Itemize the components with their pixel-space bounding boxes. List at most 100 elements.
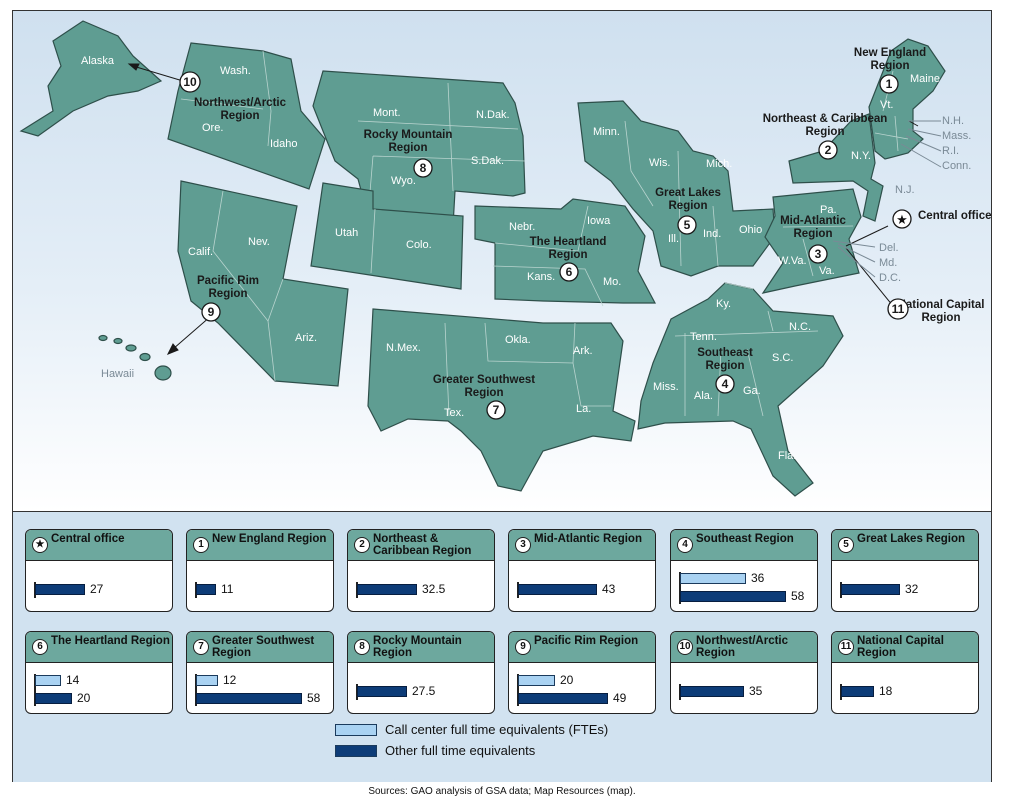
region-label-3: Mid-Atlantic Region [780, 215, 846, 240]
state-label: Kans. [527, 271, 555, 283]
region-marker-1: 1 [879, 74, 899, 94]
region-marker-9: 9 [201, 302, 221, 322]
region-marker-6: 6 [559, 262, 579, 282]
region-label-8: Rocky Mountain Region [364, 129, 453, 154]
card-header: 3 Mid-Atlantic Region [509, 530, 655, 561]
state-label: Calif. [188, 246, 213, 258]
call-center-bar [680, 573, 746, 584]
bar-axis [195, 674, 197, 706]
central-office-marker: ★ [892, 209, 912, 229]
svg-text:5: 5 [684, 218, 691, 232]
state-label: Ark. [573, 345, 593, 357]
region-1-new-england [868, 38, 946, 160]
region-badge: 6 [32, 639, 48, 655]
other-fte-bar-value: 32.5 [422, 582, 446, 596]
state-label: Nev. [248, 236, 270, 248]
region-marker-5: 5 [677, 215, 697, 235]
region-10-northwest [167, 42, 326, 190]
other-fte-bar-value: 18 [879, 684, 893, 698]
state-label: Tenn. [690, 331, 717, 343]
state-label: S.Dak. [471, 155, 504, 167]
state-label: Wash. [220, 65, 251, 77]
region-7-greater-southwest [367, 308, 636, 492]
state-label: N.Y. [851, 150, 871, 162]
region-chart-card: 11 National Capital Region 18 [831, 631, 979, 714]
state-label: W.Va. [778, 255, 807, 267]
state-label: N.H. [942, 115, 964, 127]
region-chart-card: 9 Pacific Rim Region 20 49 [508, 631, 656, 714]
other-fte-bar [196, 584, 216, 595]
region-marker-2: 2 [818, 140, 838, 160]
state-label: Ky. [716, 298, 731, 310]
region-chart-card: 2 Northeast & Caribbean Region 32.5 [347, 529, 495, 612]
card-chart: 27.5 [348, 663, 494, 713]
card-header: 8 Rocky Mountain Region [348, 632, 494, 663]
state-label: Okla. [505, 334, 531, 346]
region-badge: 5 [838, 537, 854, 553]
region-8-utah-colo [310, 182, 464, 290]
figure-frame: Alaska Hawaii Wash. Ore. Idaho Mont. Wyo… [12, 10, 992, 782]
card-chart: 18 [832, 663, 978, 713]
card-chart: 27 [26, 561, 172, 611]
region-label-9: Pacific Rim Region [197, 275, 259, 300]
legend-swatch-call-center [335, 724, 377, 736]
svg-text:1: 1 [886, 77, 893, 91]
card-chart: 36 58 [671, 561, 817, 611]
state-label: Vt. [880, 99, 893, 111]
us-map: Alaska Hawaii Wash. Ore. Idaho Mont. Wyo… [19, 20, 992, 497]
state-label: Ga. [743, 385, 761, 397]
state-label: Ind. [703, 228, 721, 240]
state-label: Ohio [739, 224, 762, 236]
region-label-6: The Heartland Region [530, 236, 607, 261]
region-badge: 11 [838, 639, 854, 655]
svg-text:9: 9 [208, 305, 215, 319]
region-chart-card: 5 Great Lakes Region 32 [831, 529, 979, 612]
card-header: 5 Great Lakes Region [832, 530, 978, 561]
svg-text:3: 3 [815, 247, 822, 261]
card-chart: 14 20 [26, 663, 172, 713]
region-8-rocky-mountain [312, 70, 526, 227]
region-marker-11: 11 [887, 298, 909, 320]
call-center-bar-value: 36 [751, 571, 765, 585]
other-fte-bar-value: 27.5 [412, 684, 436, 698]
card-title: Greater Southwest Region [212, 635, 315, 659]
region-9-hawaii [98, 334, 172, 381]
state-label: Mass. [942, 130, 971, 142]
card-chart: 11 [187, 561, 333, 611]
card-title: Great Lakes Region [857, 533, 966, 545]
state-label: Utah [335, 227, 358, 239]
card-chart: 32 [832, 561, 978, 611]
other-fte-bar [196, 693, 302, 704]
state-label: Conn. [942, 160, 971, 172]
region-label-2: Northeast & Caribbean Region [763, 113, 888, 138]
region-label-10: Northwest/Arctic Region [194, 97, 287, 122]
state-label: Wis. [649, 157, 670, 169]
other-fte-bar [841, 584, 900, 595]
card-title: Northwest/Arctic Region [696, 635, 789, 659]
other-fte-bar [518, 693, 608, 704]
region-badge: 2 [354, 537, 370, 553]
state-label: Va. [819, 265, 835, 277]
legend-label: Call center full time equivalents (FTEs) [385, 722, 609, 737]
region-chart-card: 6 The Heartland Region 14 20 [25, 631, 173, 714]
call-center-bar [518, 675, 555, 686]
region-3-mid-atlantic [761, 188, 862, 294]
call-center-bar-value: 20 [560, 673, 574, 687]
chart-panel: ★ Central office 27 1 New England Region 11 2 N… [13, 511, 991, 782]
card-chart: 12 58 [187, 663, 333, 713]
state-label: Miss. [653, 381, 679, 393]
legend-other: Other full time equivalents [335, 743, 655, 759]
other-fte-bar-value: 11 [221, 582, 234, 596]
bar-axis [517, 674, 519, 706]
legend-swatch-other [335, 745, 377, 757]
card-header: ★ Central office [26, 530, 172, 561]
region-marker-10: 10 [179, 71, 201, 93]
bar-axis [34, 674, 36, 706]
card-chart: 32.5 [348, 561, 494, 611]
region-chart-card: 1 New England Region 11 [186, 529, 334, 612]
region-badge: 3 [515, 537, 531, 553]
card-title: Mid-Atlantic Region [534, 533, 642, 545]
other-fte-bar [518, 584, 597, 595]
card-header: 9 Pacific Rim Region [509, 632, 655, 663]
state-label: N.J. [895, 184, 915, 196]
